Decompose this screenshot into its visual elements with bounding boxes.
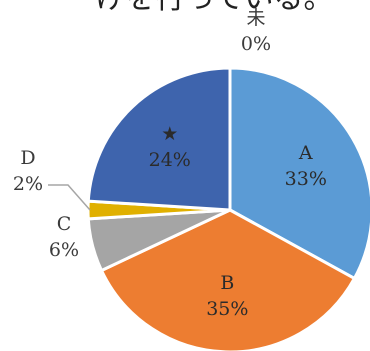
pie-slice-1 bbox=[228, 66, 370, 280]
slice-label-category: C bbox=[57, 213, 72, 235]
pie-slices bbox=[86, 66, 370, 351]
slice-label-percent: 33% bbox=[285, 168, 327, 190]
slice-label-percent: 6% bbox=[49, 239, 79, 261]
leader-lines bbox=[48, 184, 91, 211]
pie-slice-2 bbox=[100, 208, 356, 351]
slice-label-category: B bbox=[220, 272, 234, 294]
slice-label-category: D bbox=[20, 147, 35, 169]
slice-label-percent: 0% bbox=[241, 33, 271, 55]
data-labels: A 33% B 35% C 6% D 2% ★ 24% 未 0% bbox=[13, 7, 327, 320]
slice-label-category: 未 bbox=[246, 7, 265, 29]
slice-label-category: ★ bbox=[161, 123, 178, 145]
pie-slice-5 bbox=[86, 66, 232, 212]
slice-label-percent: 35% bbox=[206, 298, 248, 320]
slice-label-category: A bbox=[298, 142, 313, 164]
slice-label-percent: 2% bbox=[13, 173, 43, 195]
caption-text: けを行っている。 bbox=[95, 0, 334, 16]
leader-line bbox=[48, 184, 91, 211]
slice-label-percent: 24% bbox=[149, 149, 191, 171]
